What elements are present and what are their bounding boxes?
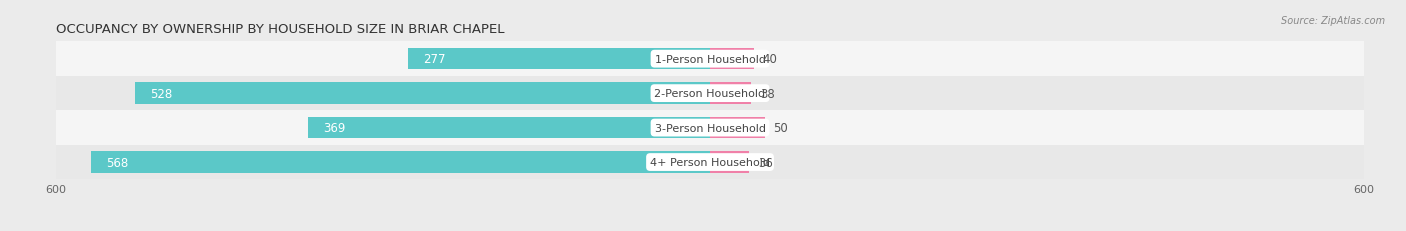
Text: 3-Person Household: 3-Person Household <box>655 123 765 133</box>
Text: 1-Person Household: 1-Person Household <box>655 55 765 64</box>
Bar <box>135 83 710 104</box>
Bar <box>56 76 1364 111</box>
Bar <box>710 49 754 70</box>
Bar <box>408 49 710 70</box>
Bar <box>56 111 1364 145</box>
Bar <box>710 117 765 139</box>
Text: Source: ZipAtlas.com: Source: ZipAtlas.com <box>1281 16 1385 26</box>
Bar <box>91 152 710 173</box>
Bar <box>56 145 1364 179</box>
Text: 4+ Person Household: 4+ Person Household <box>650 157 770 167</box>
Text: 528: 528 <box>150 87 172 100</box>
Bar <box>308 117 710 139</box>
Text: 40: 40 <box>762 53 778 66</box>
Text: 36: 36 <box>758 156 773 169</box>
Text: 568: 568 <box>107 156 128 169</box>
Bar <box>710 83 751 104</box>
Text: 277: 277 <box>423 53 446 66</box>
Text: 38: 38 <box>761 87 775 100</box>
Text: OCCUPANCY BY OWNERSHIP BY HOUSEHOLD SIZE IN BRIAR CHAPEL: OCCUPANCY BY OWNERSHIP BY HOUSEHOLD SIZE… <box>56 23 505 36</box>
Bar <box>56 42 1364 76</box>
Text: 2-Person Household: 2-Person Household <box>654 89 766 99</box>
Text: 50: 50 <box>773 122 787 134</box>
Text: 369: 369 <box>323 122 346 134</box>
Bar <box>710 152 749 173</box>
